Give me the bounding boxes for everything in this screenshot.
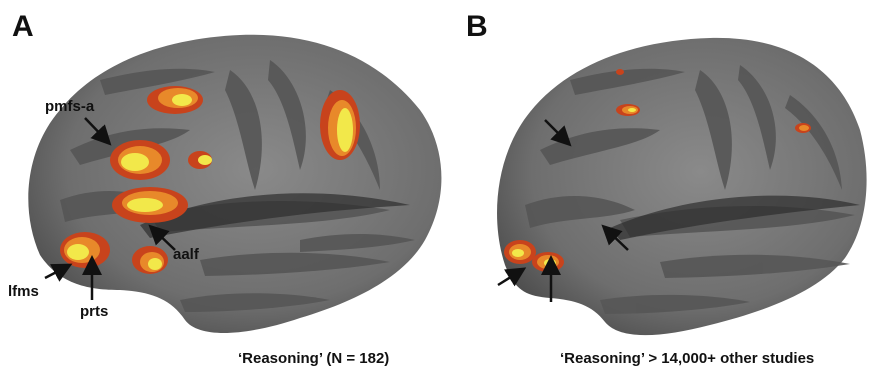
arrows-a <box>44 117 176 300</box>
panel-b-caption: ‘Reasoning’ > 14,000+ other studies <box>560 350 815 367</box>
arrow-aalf <box>148 224 176 251</box>
arrows-b <box>497 119 629 302</box>
arrow-lfms <box>44 263 73 282</box>
brain-surface-b <box>497 37 867 336</box>
label-aalf: aalf <box>173 246 199 263</box>
arrow-b-upper <box>544 119 572 147</box>
panel-a-caption: ‘Reasoning’ (N = 182) <box>238 350 390 367</box>
arrow-pmfs-a <box>84 117 112 146</box>
arrow-b-left <box>497 267 527 287</box>
brain-surface-a <box>28 34 442 333</box>
panel-a-letter: A <box>12 10 34 43</box>
activation-map-a <box>60 86 360 274</box>
label-lfms: lfms <box>8 283 39 300</box>
label-pmfs-a: pmfs-a <box>45 98 95 115</box>
panel-b-letter: B <box>466 10 488 43</box>
label-prts: prts <box>80 303 109 320</box>
arrow-b-middle <box>601 224 629 251</box>
